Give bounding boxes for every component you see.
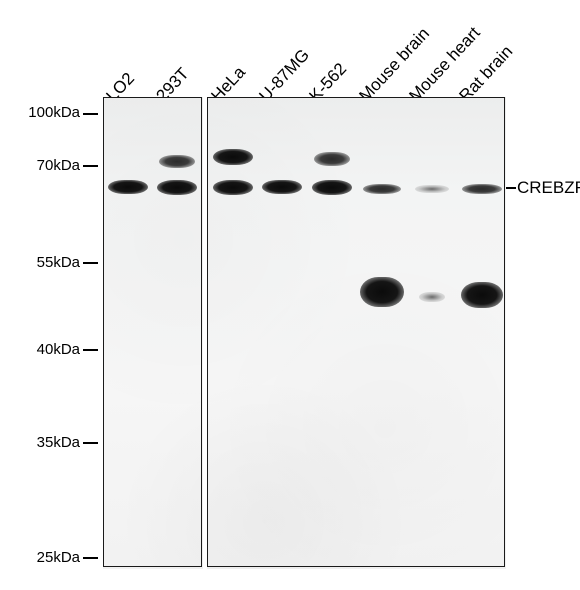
blot-panel-right [207, 97, 505, 567]
marker-label: 100kDa [10, 104, 80, 121]
marker-label: 25kDa [10, 549, 80, 566]
marker-tick [83, 349, 98, 351]
band [159, 155, 195, 168]
band [360, 277, 404, 307]
band [108, 180, 148, 194]
band [415, 185, 449, 193]
western-blot-figure: LO2 293T HeLa U-87MG K-562 Mouse brain M… [0, 0, 580, 590]
marker-tick [83, 165, 98, 167]
band [462, 184, 502, 194]
band [314, 152, 350, 166]
marker-label: 70kDa [10, 157, 80, 174]
marker-label: 35kDa [10, 434, 80, 451]
protein-tick [506, 187, 516, 189]
blot-region [103, 97, 506, 569]
band [363, 184, 401, 194]
protein-label: CREBZF [517, 178, 580, 198]
band [461, 282, 503, 308]
marker-label: 55kDa [10, 254, 80, 271]
marker-tick [83, 262, 98, 264]
band [213, 149, 253, 165]
marker-tick [83, 442, 98, 444]
band [419, 292, 445, 302]
blot-panel-left [103, 97, 202, 567]
band [262, 180, 302, 194]
marker-tick [83, 113, 98, 115]
band [213, 180, 253, 195]
marker-label: 40kDa [10, 341, 80, 358]
marker-tick [83, 557, 98, 559]
band [157, 180, 197, 195]
panel-gap [203, 97, 207, 569]
band [312, 180, 352, 195]
